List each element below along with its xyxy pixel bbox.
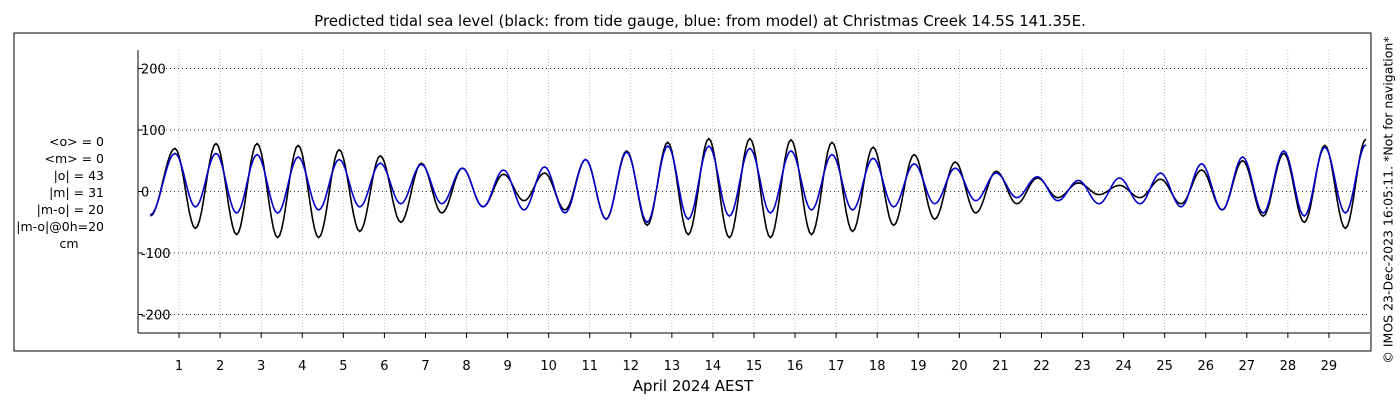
x-tick-label: 13 [664, 359, 681, 374]
x-tick-label: 3 [257, 359, 265, 374]
x-tick-label: 1 [175, 359, 183, 374]
x-tick-label: 27 [1239, 359, 1256, 374]
x-axis-label: April 2024 AEST [633, 377, 754, 395]
stat-obs-abs: |o| = 43 [53, 168, 104, 183]
x-tick-label: 14 [705, 359, 722, 374]
x-tick-label: 17 [828, 359, 845, 374]
x-tick-label: 18 [869, 359, 886, 374]
x-tick-label: 19 [910, 359, 927, 374]
grid-layer [138, 50, 1370, 333]
stat-model-abs: |m| = 31 [49, 185, 104, 200]
x-tick-label: 6 [380, 359, 388, 374]
stat-obs-mean: <o> = 0 [49, 134, 104, 149]
x-tick-label: 26 [1197, 359, 1214, 374]
x-tick-label: 12 [623, 359, 640, 374]
x-tick-label: 8 [462, 359, 470, 374]
series-layer [149, 137, 1367, 239]
x-tick-label: 29 [1321, 359, 1338, 374]
x-tick-label: 9 [503, 359, 511, 374]
y-tick-label: 200 [141, 62, 166, 77]
y-tick-label: -100 [141, 247, 171, 262]
chart-title: Predicted tidal sea level (black: from t… [314, 12, 1086, 30]
stat-diff-abs: |m-o| = 20 [36, 202, 104, 217]
x-tick-label: 15 [746, 359, 763, 374]
model-series-line [149, 144, 1367, 224]
x-tick-label: 16 [787, 359, 804, 374]
x-tick-label: 7 [421, 359, 429, 374]
copyright-note: © IMOS 23-Dec-2023 16:05:11. *Not for na… [1380, 36, 1396, 364]
x-tick-label: 10 [540, 359, 557, 374]
x-tick-label: 11 [581, 359, 598, 374]
x-tick-label: 22 [1033, 359, 1050, 374]
x-tick-label: 2 [216, 359, 224, 374]
y-tick-label: -200 [141, 309, 171, 324]
stat-unit: cm [59, 236, 79, 251]
stat-diff-0h: |m-o|@0h=20 [16, 219, 104, 234]
x-tick-label: 20 [951, 359, 968, 374]
y-tick-label: 0 [141, 186, 149, 201]
x-tick-label: 5 [339, 359, 347, 374]
tide-gauge-series-line [149, 137, 1367, 239]
y-tick-label: 100 [141, 124, 166, 139]
stats-panel: <o> = 0 <m> = 0 |o| = 43 |m| = 31 |m-o| … [4, 133, 104, 252]
outer-frame [13, 32, 1372, 352]
x-tick-label: 23 [1074, 359, 1091, 374]
x-tick-label: 4 [298, 359, 306, 374]
x-tick-label: 28 [1280, 359, 1297, 374]
stat-model-mean: <m> = 0 [44, 151, 105, 166]
x-tick-label: 21 [992, 359, 1009, 374]
x-tick-label: 25 [1156, 359, 1173, 374]
x-tick-label: 24 [1115, 359, 1132, 374]
